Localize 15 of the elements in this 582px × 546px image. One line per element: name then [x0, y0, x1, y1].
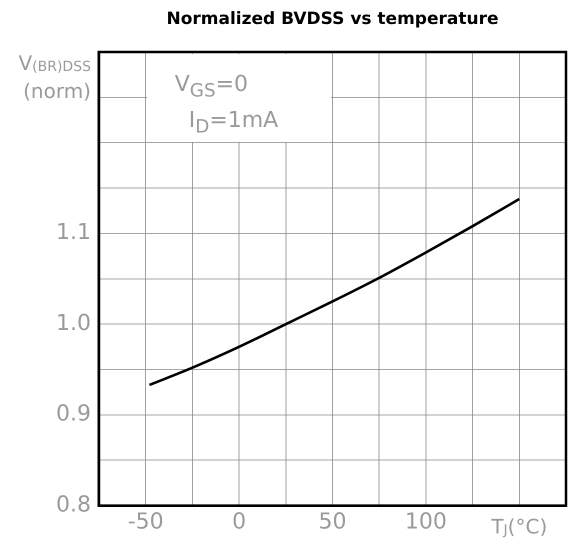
x-axis-title: TJ(°C)	[490, 514, 548, 539]
note-panel: V$_{GS}$=0 I$_{D}$=1mA	[146, 54, 332, 142]
y-tick-label: 1.1	[56, 220, 91, 246]
x-tick-label: 0	[232, 510, 246, 535]
x-tick-label: 50	[318, 510, 346, 535]
y-tick-label: 0.8	[56, 492, 91, 518]
line-series	[148, 198, 521, 386]
chart-title: Normalized BVDSS vs temperature	[166, 9, 498, 29]
x-tick-label: -50	[128, 510, 164, 535]
y-tick-label: 0.9	[56, 402, 91, 427]
annotation: V$_{GS}$=0	[174, 71, 250, 104]
y-axis-title: V(BR)DSS (norm)	[18, 51, 92, 103]
x-tick-label: 100	[404, 510, 447, 535]
y-tick-label: 1.0	[56, 310, 91, 336]
annotation: I$_{D}$=1mA	[188, 107, 280, 140]
